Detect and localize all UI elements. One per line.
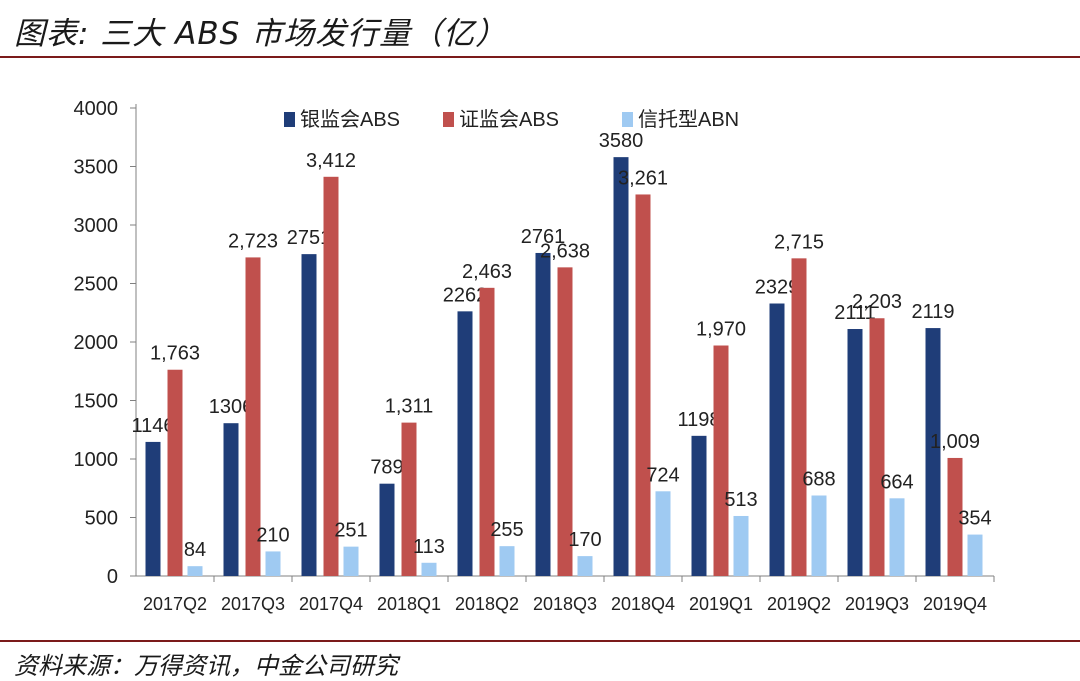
data-label: 664 — [880, 471, 913, 493]
bar-chart: 0 500 1000 1500 2000 2500 3000 3500 4000 2017Q2 11… — [74, 98, 995, 614]
data-label: 3,412 — [306, 150, 356, 172]
bar-csrc-abs — [947, 457, 963, 576]
data-label: 1,009 — [930, 431, 980, 453]
figure-title: 图表: 三大 ABS 市场发行量（亿） — [14, 16, 508, 52]
x-tick-label: 2018Q2 — [455, 594, 519, 614]
y-tick-label: 0 — [107, 566, 118, 588]
bar-trust-abn — [811, 495, 827, 576]
bar-csrc-abs — [401, 422, 417, 576]
bar-trust-abn — [187, 566, 203, 576]
data-label: 1306 — [209, 396, 254, 418]
x-tick-label: 2019Q4 — [923, 594, 987, 614]
bar-cbrc-abs — [457, 311, 473, 576]
source-note: 资料来源：万得资讯，中金公司研究 — [14, 652, 398, 680]
bar-cbrc-abs — [769, 303, 785, 576]
bar-csrc-abs — [557, 267, 573, 576]
legend-swatch — [284, 112, 295, 127]
y-tick-label: 4000 — [74, 98, 119, 120]
data-label: 1,311 — [385, 396, 434, 418]
y-tick-label: 2500 — [74, 274, 119, 296]
x-tick-label: 2018Q3 — [533, 594, 597, 614]
data-label: 789 — [370, 457, 403, 479]
x-tick-label: 2017Q4 — [299, 594, 363, 614]
bar-trust-abn — [889, 498, 905, 576]
x-tick-label: 2019Q1 — [689, 594, 753, 614]
bar-trust-abn — [655, 491, 671, 576]
source-divider — [0, 640, 1080, 642]
data-label: 2329 — [755, 277, 800, 299]
data-label: 724 — [646, 464, 679, 486]
bar-cbrc-abs — [379, 483, 395, 576]
data-label: 2262 — [443, 284, 488, 306]
y-tick-label: 1500 — [74, 391, 119, 413]
data-label: 513 — [724, 489, 757, 511]
x-tick-label: 2018Q4 — [611, 594, 675, 614]
data-label: 2,463 — [462, 261, 512, 283]
data-label: 255 — [490, 519, 523, 541]
data-label: 3580 — [599, 130, 644, 152]
bar-csrc-abs — [713, 345, 729, 576]
bar-cbrc-abs — [223, 423, 239, 576]
data-label: 2751 — [287, 227, 332, 249]
x-tick-label: 2017Q3 — [221, 594, 285, 614]
data-label: 2761 — [521, 226, 566, 248]
bar-cbrc-abs — [301, 254, 317, 576]
data-label: 1,970 — [696, 319, 746, 341]
y-tick-label: 500 — [85, 508, 118, 530]
legend-swatch — [622, 112, 633, 127]
data-label: 2,715 — [774, 231, 824, 253]
data-label: 210 — [256, 524, 289, 546]
bar-trust-abn — [421, 562, 437, 576]
data-label: 354 — [958, 508, 991, 530]
data-label: 1146 — [131, 415, 174, 437]
y-tick-label: 3000 — [74, 215, 119, 237]
bar-csrc-abs — [869, 318, 885, 576]
data-label: 1,763 — [150, 343, 200, 365]
bar-cbrc-abs — [535, 252, 551, 576]
bar-csrc-abs — [167, 369, 183, 576]
bar-csrc-abs — [635, 194, 651, 576]
data-label: 2,638 — [540, 240, 590, 262]
bar-csrc-abs — [323, 176, 339, 576]
data-label: 170 — [568, 529, 601, 551]
data-label: 1198 — [677, 409, 720, 431]
data-label: 688 — [802, 469, 835, 491]
x-tick-label: 2019Q3 — [845, 594, 909, 614]
data-label: 113 — [413, 536, 445, 558]
bar-csrc-abs — [791, 258, 807, 576]
data-label: 3,261 — [618, 167, 668, 189]
x-tick-label: 2019Q2 — [767, 594, 831, 614]
bar-csrc-abs — [245, 257, 261, 576]
bar-trust-abn — [499, 546, 515, 576]
y-tick-label: 1000 — [74, 449, 119, 471]
legend-swatch — [443, 112, 454, 127]
bar-csrc-abs — [479, 287, 495, 576]
legend-label: 证监会ABS — [459, 108, 559, 131]
data-label: 2119 — [911, 301, 954, 323]
data-label: 2,723 — [228, 230, 278, 252]
bar-trust-abn — [733, 515, 749, 576]
y-tick-label: 3500 — [74, 157, 119, 179]
bar-trust-abn — [265, 551, 281, 576]
bar-trust-abn — [343, 546, 359, 576]
bar-cbrc-abs — [613, 157, 629, 576]
bar-trust-abn — [577, 556, 593, 576]
x-tick-label: 2018Q1 — [377, 594, 441, 614]
x-tick-label: 2017Q2 — [143, 594, 207, 614]
bar-cbrc-abs — [847, 329, 863, 576]
title-divider — [0, 56, 1080, 58]
data-label: 2111 — [834, 302, 876, 324]
bar-trust-abn — [967, 534, 983, 576]
bar-cbrc-abs — [925, 328, 941, 576]
y-tick-label: 2000 — [74, 332, 119, 354]
legend-label: 银监会ABS — [300, 108, 400, 131]
bar-cbrc-abs — [145, 441, 161, 576]
data-label: 2,203 — [852, 291, 902, 313]
data-label: 251 — [334, 520, 367, 542]
legend-label: 信托型ABN — [638, 108, 739, 131]
bar-cbrc-abs — [691, 435, 707, 576]
data-label: 84 — [184, 539, 206, 561]
